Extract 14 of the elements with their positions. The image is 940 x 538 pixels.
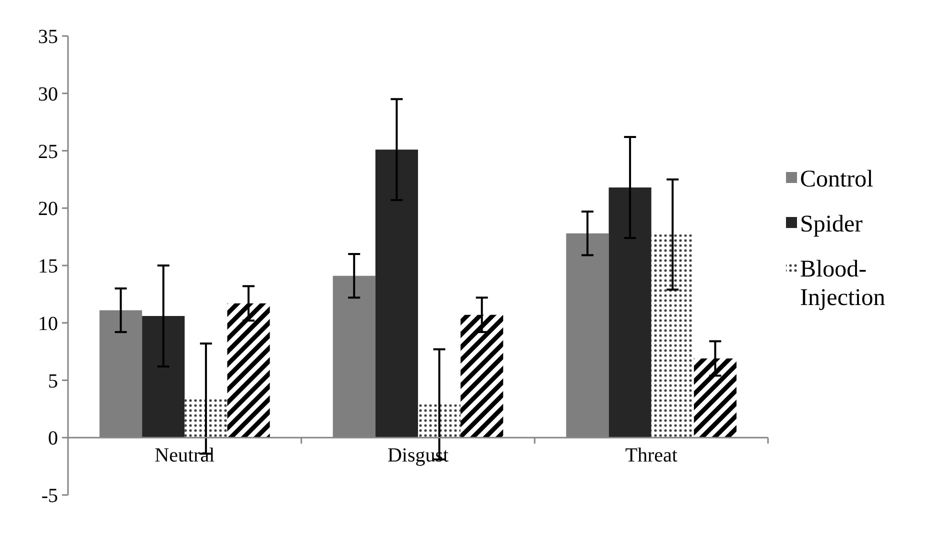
x-tick-label: Neutral — [154, 444, 216, 467]
y-tick-label: 15 — [38, 256, 58, 278]
y-tick-label: 20 — [38, 198, 58, 220]
legend-label: Spider — [800, 211, 863, 238]
legend-label: Blood-Injection — [800, 256, 886, 312]
y-tick-label: 10 — [38, 312, 58, 335]
y-tick-label: 5 — [48, 370, 58, 392]
y-tick-label: -5 — [41, 485, 58, 507]
legend-label: Control — [800, 166, 874, 192]
y-tick-label: 25 — [38, 140, 58, 163]
x-tick-label: Threat — [625, 444, 678, 467]
y-tick-label: 35 — [38, 26, 58, 48]
y-tick-label: 0 — [48, 428, 58, 450]
y-tick-label: 30 — [38, 83, 58, 106]
